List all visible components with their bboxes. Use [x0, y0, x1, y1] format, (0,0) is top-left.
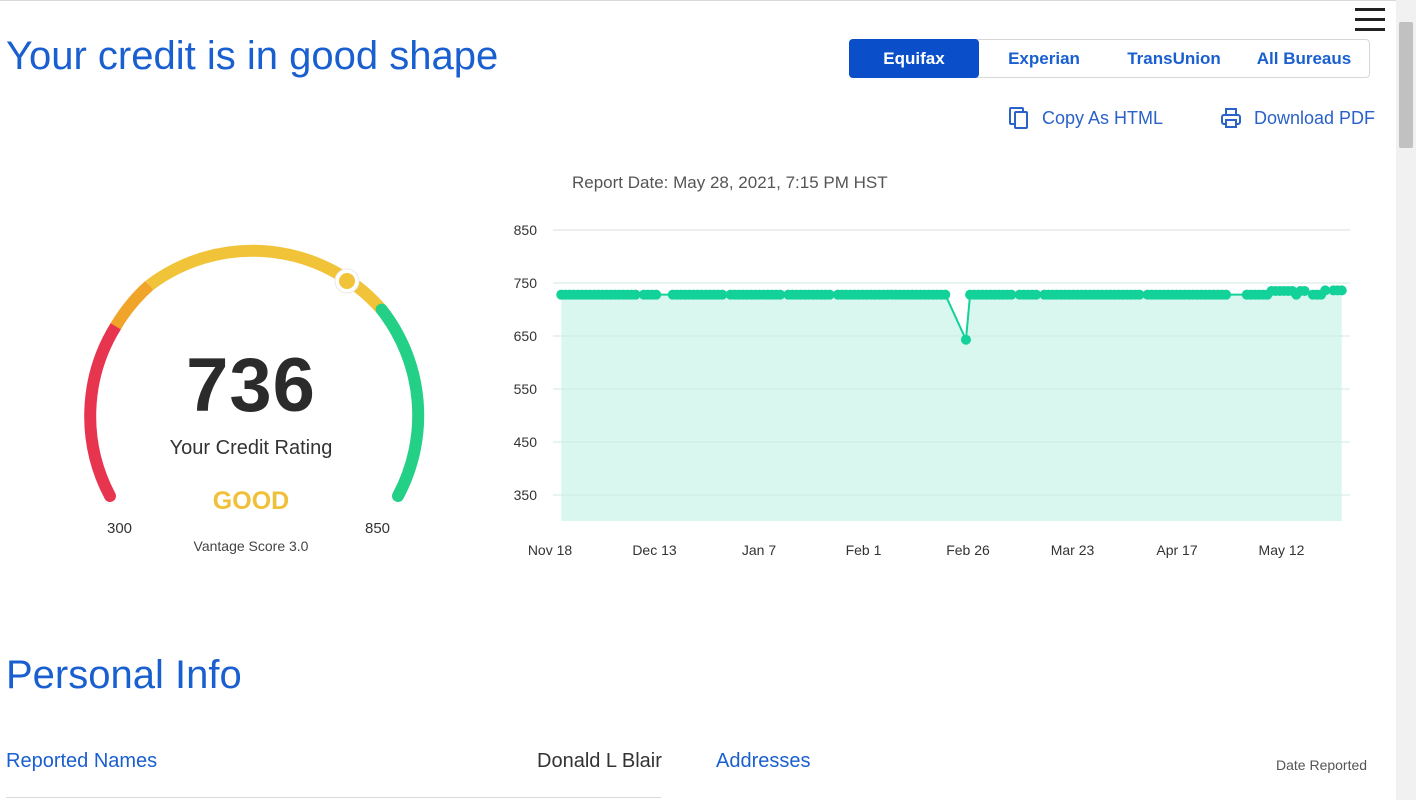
gauge-max-label: 850 — [365, 520, 391, 537]
date-reported-header: Date Reported — [1276, 757, 1368, 773]
x-tick-label: Mar 23 — [1051, 542, 1095, 558]
copy-as-html-button[interactable]: Copy As HTML — [1008, 106, 1163, 130]
printer-icon — [1221, 108, 1241, 128]
tab-all-bureaus[interactable]: All Bureaus — [1256, 48, 1352, 68]
menu-icon[interactable] — [1355, 6, 1385, 32]
addresses-link[interactable]: Addresses — [716, 750, 811, 772]
credit-score-gauge — [84, 244, 425, 502]
x-tick-label: Apr 17 — [1156, 542, 1197, 558]
tab-transunion[interactable]: TransUnion — [1127, 48, 1221, 68]
x-tick-label: Dec 13 — [632, 542, 677, 558]
copy-as-html-label: Copy As HTML — [1042, 107, 1164, 128]
data-point — [1006, 289, 1017, 300]
tab-equifax[interactable]: Equifax — [849, 39, 979, 78]
score-model: Vantage Score 3.0 — [193, 538, 309, 554]
gauge-segment-poor — [84, 320, 122, 502]
credit-rating-word: GOOD — [212, 487, 290, 515]
data-point — [775, 289, 786, 300]
data-point — [1320, 285, 1331, 296]
x-tick-label: Feb 26 — [946, 542, 990, 558]
tab-experian[interactable]: Experian — [1008, 48, 1080, 68]
area-fill — [561, 290, 1342, 521]
reported-name-value: Donald L Blair — [537, 750, 662, 772]
y-tick-label: 850 — [514, 222, 538, 238]
data-point — [824, 289, 835, 300]
y-tick-label: 750 — [514, 275, 538, 291]
page-title: Your credit is in good shape — [6, 34, 499, 78]
data-point — [1299, 285, 1310, 296]
divider — [6, 797, 661, 798]
y-tick-label: 450 — [514, 434, 538, 450]
gauge-score-marker — [335, 269, 359, 293]
data-point — [717, 289, 728, 300]
data-point — [651, 289, 662, 300]
x-tick-label: May 12 — [1259, 542, 1305, 558]
score-history-chart: 850 750 650 550 450 350 Nov 18 Dec 13 Jan 7 Feb 1… — [514, 222, 1350, 558]
download-pdf-label: Download PDF — [1254, 107, 1376, 128]
y-tick-label: 350 — [514, 487, 538, 503]
data-point — [1336, 285, 1347, 296]
gauge-min-label: 300 — [107, 520, 133, 537]
copy-icon — [1009, 107, 1028, 129]
x-tick-label: Feb 1 — [846, 542, 882, 558]
scrollbar-thumb[interactable] — [1399, 22, 1413, 148]
download-pdf-button[interactable]: Download PDF — [1220, 106, 1375, 130]
x-tick-label: Jan 7 — [742, 542, 776, 558]
y-tick-label: 550 — [514, 381, 538, 397]
data-point — [1221, 289, 1232, 300]
data-point — [630, 289, 641, 300]
data-point — [940, 289, 951, 300]
x-tick-label: Nov 18 — [528, 542, 573, 558]
personal-info-title: Personal Info — [6, 653, 242, 697]
bureau-tabs: Equifax Experian TransUnion All Bureaus — [849, 39, 1370, 78]
vertical-scrollbar[interactable] — [1396, 0, 1416, 800]
top-border — [0, 0, 1396, 1]
data-point — [960, 334, 971, 345]
data-point — [1134, 289, 1145, 300]
reported-names-link[interactable]: Reported Names — [6, 750, 158, 772]
y-tick-label: 650 — [514, 328, 538, 344]
gauge-segment-fair — [110, 280, 154, 330]
credit-score-value: 736 — [186, 343, 316, 428]
credit-rating-label: Your Credit Rating — [169, 437, 333, 459]
report-date: Report Date: May 28, 2021, 7:15 PM HST — [572, 173, 888, 192]
gauge-segment-excellent — [375, 303, 425, 502]
data-point — [1031, 289, 1042, 300]
